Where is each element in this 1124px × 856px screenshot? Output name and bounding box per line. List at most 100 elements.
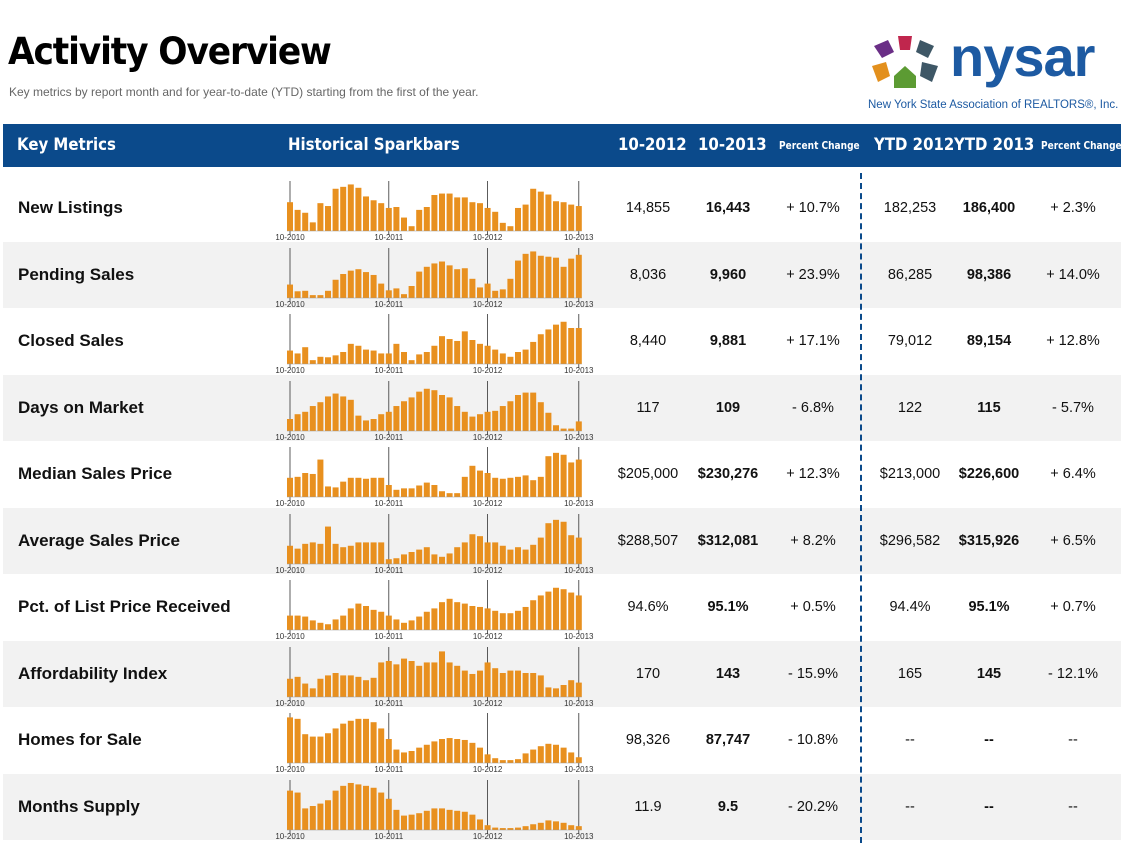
metric-name: New Listings — [18, 198, 123, 217]
sparkbar — [287, 477, 293, 497]
report-header: Activity Overview Key metrics by report … — [0, 0, 1124, 122]
sparkbar — [408, 620, 415, 630]
sparkbar — [484, 754, 491, 763]
sparkbar — [499, 672, 506, 697]
sparkbar — [492, 541, 499, 564]
sparkbar-axis-label: 10-2013 — [564, 499, 594, 507]
sparkbar — [439, 261, 445, 298]
sparkbar-axis-label: 10-2010 — [275, 233, 305, 241]
sparkbar — [355, 477, 362, 497]
sparkbar — [355, 603, 362, 630]
sparkbar — [499, 613, 506, 630]
col-sparkbars: Historical Sparkbars — [288, 135, 460, 155]
sparkbar — [378, 283, 385, 298]
sparkbar — [294, 290, 301, 298]
sparkbar — [568, 204, 575, 231]
sparkbar-axis-label: 10-2013 — [564, 699, 594, 707]
sparkbar — [423, 482, 430, 497]
sparkbar — [302, 212, 309, 231]
cell-pct: + 23.9% — [786, 266, 840, 283]
sparkbar — [393, 557, 400, 564]
sparkbar — [332, 790, 339, 830]
sparkbar-axis-label: 10-2010 — [275, 765, 305, 773]
sparkbar — [325, 674, 331, 697]
cell-m2012: 8,036 — [629, 266, 667, 283]
sparkbar — [492, 349, 499, 364]
sparkbar — [537, 476, 544, 497]
sparkbar — [439, 491, 445, 497]
sparkbar — [385, 798, 392, 830]
sparkbar — [575, 328, 582, 364]
sparkbar — [332, 672, 339, 697]
cell-ytd2013: 98,386 — [966, 266, 1012, 283]
sparkbar — [408, 751, 415, 763]
cell-ytd2013: 115 — [977, 399, 1001, 416]
sparkbar — [363, 541, 369, 564]
cell-pct: - 10.8% — [788, 732, 838, 748]
sparkbar — [309, 736, 316, 763]
cell-ytd2012: 79,012 — [887, 333, 933, 349]
sparkbar — [492, 211, 499, 231]
cell-ytdpct: + 14.0% — [1046, 266, 1100, 283]
sparkbar — [347, 399, 354, 431]
logo-petal-red — [898, 36, 912, 50]
sparkbar — [408, 551, 415, 564]
sparkbar — [454, 602, 461, 630]
sparkbar — [469, 202, 476, 231]
sparkbar — [568, 328, 575, 364]
sparkbar — [385, 739, 392, 763]
sparkbar — [560, 266, 567, 298]
sparkbar — [408, 285, 415, 298]
metric-row: Median Sales Price 10-2010 10-2011 10-2012 1… — [3, 441, 1121, 507]
sparkbar — [553, 452, 559, 497]
sparkbar — [469, 814, 476, 830]
sparkbar — [461, 670, 468, 697]
sparkbar — [385, 411, 392, 431]
sparkbar — [454, 810, 461, 830]
sparkbar — [477, 203, 483, 231]
sparkbar-axis-label: 10-2011 — [374, 499, 403, 507]
sparkbar — [287, 615, 293, 630]
sparkbar — [309, 805, 316, 830]
cell-ytd2013: 145 — [976, 665, 1002, 682]
sparkbar — [325, 526, 331, 564]
sparkbar — [484, 207, 491, 231]
sparkbar — [378, 611, 385, 630]
sparkbar-axis-label: 10-2013 — [564, 366, 594, 374]
sparkbar — [423, 810, 430, 830]
cell-ytd2012: $296,582 — [879, 532, 941, 549]
sparkbar — [370, 787, 377, 830]
sparkbar — [401, 293, 407, 298]
sparkbar — [575, 459, 582, 497]
sparkbar-axis-label: 10-2011 — [374, 566, 403, 574]
sparkbar — [317, 294, 324, 298]
sparkbar-axis-label: 10-2010 — [275, 433, 305, 441]
sparkbar — [461, 197, 468, 231]
nysar-logo: nysar New York State Association of REAL… — [866, 25, 1122, 118]
metric-row: Months Supply 10-2010 10-2011 10-2012 10-201… — [3, 773, 1121, 840]
sparkbar — [431, 741, 438, 763]
sparkbar — [545, 329, 552, 364]
sparkbar — [309, 294, 316, 298]
metric-name: Homes for Sale — [18, 730, 142, 749]
sparkbar — [294, 676, 301, 697]
sparkbar — [446, 193, 453, 231]
sparkbar — [347, 720, 354, 763]
sparkbar — [317, 203, 324, 231]
sparkbar — [309, 360, 316, 364]
sparkbar — [401, 752, 407, 763]
sparkbar-axis-label: 10-2011 — [374, 765, 403, 773]
sparkbar — [363, 679, 369, 697]
sparkbar — [446, 598, 453, 630]
sparkbar — [553, 744, 559, 763]
cell-m2012: $288,507 — [617, 532, 679, 549]
sparkbar — [287, 790, 293, 830]
sparkbar — [370, 200, 377, 231]
sparkbar-axis-label: 10-2012 — [473, 699, 503, 707]
sparkbar — [302, 473, 309, 497]
sparkbar — [507, 356, 514, 364]
sparkbar — [446, 339, 453, 364]
sparkbar — [294, 718, 301, 763]
sparkbar — [499, 827, 506, 830]
sparkbar — [287, 202, 293, 231]
